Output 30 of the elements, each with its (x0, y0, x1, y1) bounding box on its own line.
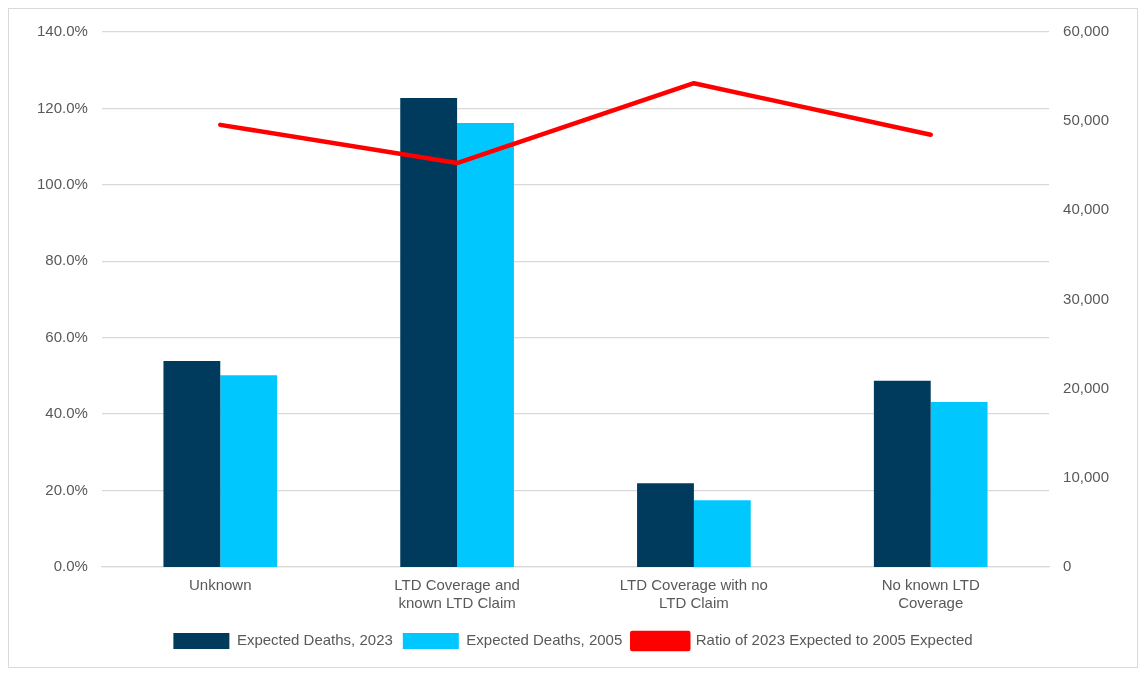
y-tick-label: 20.0% (45, 480, 88, 498)
x-tick-label: LTD Coverage with no LTD Claim (619, 576, 768, 612)
y2-tick-label: 30,000 (1063, 289, 1110, 307)
x-tick-label: No known LTD Coverage (881, 576, 980, 612)
y-tick-label: 120.0% (37, 98, 88, 116)
y2-tick-label: 10,000 (1063, 467, 1110, 485)
y2-tick-label: 50,000 (1063, 111, 1110, 129)
y-tick-label: 0.0% (53, 557, 88, 575)
x-tick-label: Unknown (189, 576, 252, 594)
legend-label: Ratio of 2023 Expected to 2005 Expected (695, 631, 973, 649)
x-tick-label: LTD Coverage and known LTD Claim (394, 576, 520, 612)
y2-tick-label: 20,000 (1063, 378, 1110, 396)
legend-label: Expected Deaths, 2005 (466, 631, 623, 649)
y2-tick-label: 40,000 (1063, 200, 1110, 218)
bar (400, 97, 458, 567)
bar (637, 483, 694, 567)
bar (930, 402, 988, 567)
y2-tick-label: 0 (1063, 557, 1072, 575)
y-tick-label: 40.0% (45, 404, 88, 422)
y2-tick-label: 60,000 (1063, 22, 1110, 40)
y-tick-label: 100.0% (37, 175, 88, 192)
y-tick-label: 80.0% (45, 251, 88, 269)
legend-label: Expected Deaths, 2023 (236, 631, 393, 649)
bar (693, 500, 751, 567)
bar (220, 375, 278, 567)
bar (163, 361, 221, 567)
y-tick-label: 60.0% (45, 327, 88, 345)
bar (873, 380, 931, 567)
bar (457, 122, 514, 567)
y-tick-label: 140.0% (37, 22, 88, 40)
